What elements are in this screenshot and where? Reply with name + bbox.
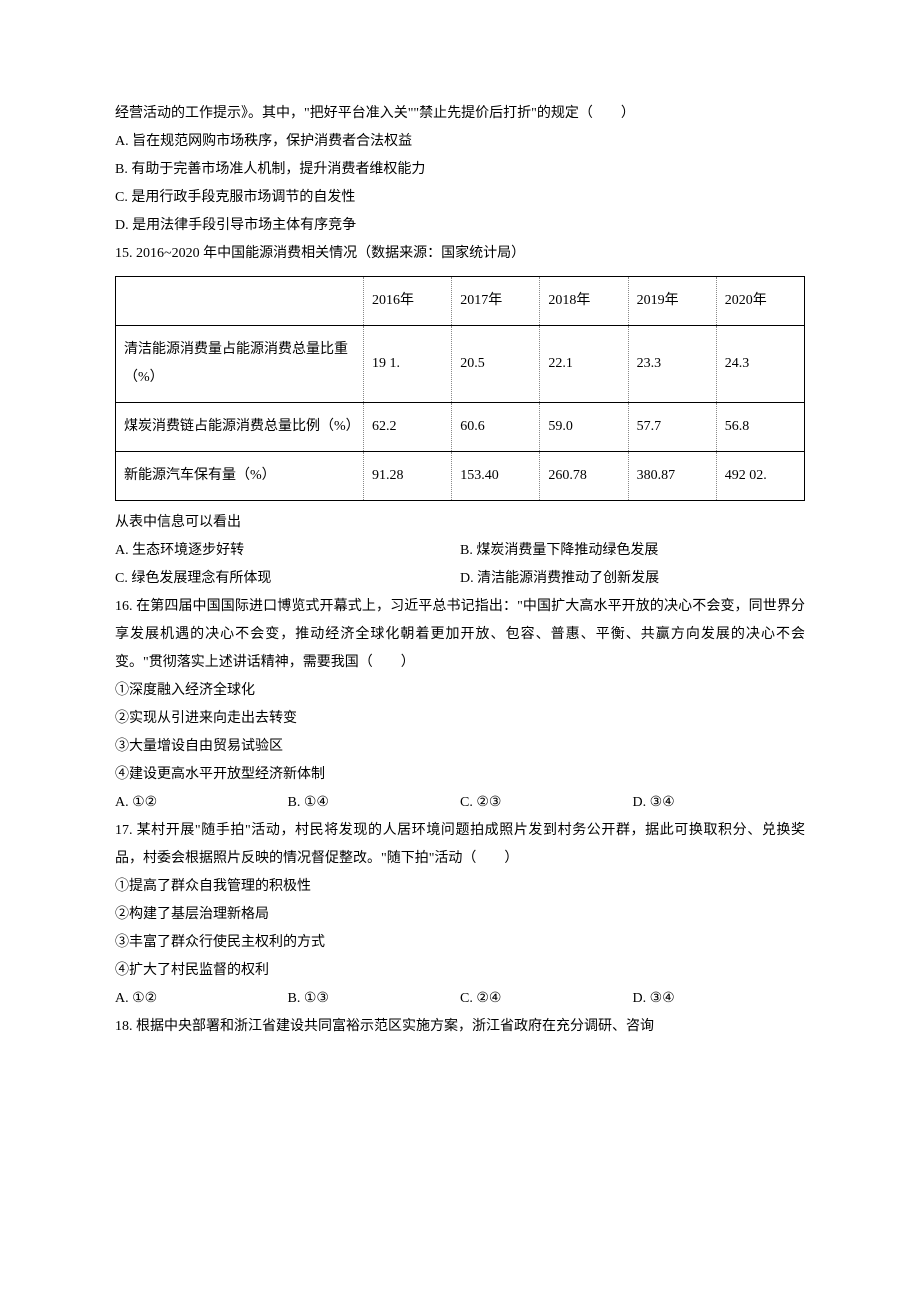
q17-statement-4: ④扩大了村民监督的权利 (115, 957, 805, 985)
q15-option-b: B. 煤炭消费量下降推动绿色发展 (460, 537, 805, 565)
row3-2019: 380.87 (628, 452, 716, 501)
row2-2020: 56.8 (716, 403, 804, 452)
q17-option-a: A. ①② (115, 985, 288, 1013)
q17-stem: 17. 某村开展"随手拍"活动，村民将发现的人居环境问题拍成照片发到村务公开群，… (115, 817, 805, 873)
row3-2018: 260.78 (540, 452, 628, 501)
q16-option-c: C. ②③ (460, 789, 633, 817)
row3-2020: 492 02. (716, 452, 804, 501)
row3-2016: 91.28 (364, 452, 452, 501)
q17-statement-3: ③丰富了群众行使民主权利的方式 (115, 929, 805, 957)
q16-option-b: B. ①④ (288, 789, 461, 817)
table-row: 煤炭消费链占能源消费总量比例（%） 62.2 60.6 59.0 57.7 56… (116, 403, 805, 452)
row1-2020: 24.3 (716, 326, 804, 403)
q15-option-a: A. 生态环境逐步好转 (115, 537, 460, 565)
q14-option-d: D. 是用法律手段引导市场主体有序竞争 (115, 212, 805, 240)
row2-2017: 60.6 (452, 403, 540, 452)
q16-statement-1: ①深度融入经济全球化 (115, 677, 805, 705)
table-header-2017: 2017年 (452, 277, 540, 326)
table-header-row: 2016年 2017年 2018年 2019年 2020年 (116, 277, 805, 326)
row1-2017: 20.5 (452, 326, 540, 403)
table-header-2019: 2019年 (628, 277, 716, 326)
q16-statement-3: ③大量增设自由贸易试验区 (115, 733, 805, 761)
row2-2018: 59.0 (540, 403, 628, 452)
q17-options-row: A. ①② B. ①③ C. ②④ D. ③④ (115, 985, 805, 1013)
row1-2018: 22.1 (540, 326, 628, 403)
table-row: 新能源汽车保有量（%） 91.28 153.40 260.78 380.87 4… (116, 452, 805, 501)
row2-label: 煤炭消费链占能源消费总量比例（%） (116, 403, 364, 452)
q15-data-table: 2016年 2017年 2018年 2019年 2020年 清洁能源消费量占能源… (115, 276, 805, 501)
q14-stem: 经营活动的工作提示》。其中，"把好平台准入关""禁止先提价后打折"的规定（ ） (115, 100, 805, 128)
table-header-2020: 2020年 (716, 277, 804, 326)
table-row: 清洁能源消费量占能源消费总量比重（%） 19 1. 20.5 22.1 23.3… (116, 326, 805, 403)
q16-options-row: A. ①② B. ①④ C. ②③ D. ③④ (115, 789, 805, 817)
q16-statement-4: ④建设更高水平开放型经济新体制 (115, 761, 805, 789)
q14-option-a: A. 旨在规范网购市场秩序，保护消费者合法权益 (115, 128, 805, 156)
row1-2016: 19 1. (364, 326, 452, 403)
row1-2019: 23.3 (628, 326, 716, 403)
q15-option-c: C. 绿色发展理念有所体现 (115, 565, 460, 593)
row3-label: 新能源汽车保有量（%） (116, 452, 364, 501)
q17-statement-1: ①提高了群众自我管理的积极性 (115, 873, 805, 901)
q15-options-row1: A. 生态环境逐步好转 B. 煤炭消费量下降推动绿色发展 (115, 537, 805, 565)
q15-option-d: D. 清洁能源消费推动了创新发展 (460, 565, 805, 593)
q17-statement-2: ②构建了基层治理新格局 (115, 901, 805, 929)
table-header-blank (116, 277, 364, 326)
q14-option-b: B. 有助于完善市场准人机制，提升消费者维权能力 (115, 156, 805, 184)
table-header-2016: 2016年 (364, 277, 452, 326)
table-header-2018: 2018年 (540, 277, 628, 326)
q15-title: 15. 2016~2020 年中国能源消费相关情况（数据来源：国家统计局） (115, 240, 805, 268)
q16-option-d: D. ③④ (633, 789, 806, 817)
row1-label: 清洁能源消费量占能源消费总量比重（%） (116, 326, 364, 403)
row3-2017: 153.40 (452, 452, 540, 501)
q17-option-b: B. ①③ (288, 985, 461, 1013)
q17-option-c: C. ②④ (460, 985, 633, 1013)
q14-option-c: C. 是用行政手段克服市场调节的自发性 (115, 184, 805, 212)
q18-stem: 18. 根据中央部署和浙江省建设共同富裕示范区实施方案，浙江省政府在充分调研、咨… (115, 1013, 805, 1041)
q16-stem: 16. 在第四届中国国际进口博览式开幕式上，习近平总书记指出："中国扩大高水平开… (115, 593, 805, 677)
row2-2019: 57.7 (628, 403, 716, 452)
q16-option-a: A. ①② (115, 789, 288, 817)
row2-2016: 62.2 (364, 403, 452, 452)
q17-option-d: D. ③④ (633, 985, 806, 1013)
q15-options-row2: C. 绿色发展理念有所体现 D. 清洁能源消费推动了创新发展 (115, 565, 805, 593)
q15-lead: 从表中信息可以看出 (115, 509, 805, 537)
q16-statement-2: ②实现从引进来向走出去转变 (115, 705, 805, 733)
